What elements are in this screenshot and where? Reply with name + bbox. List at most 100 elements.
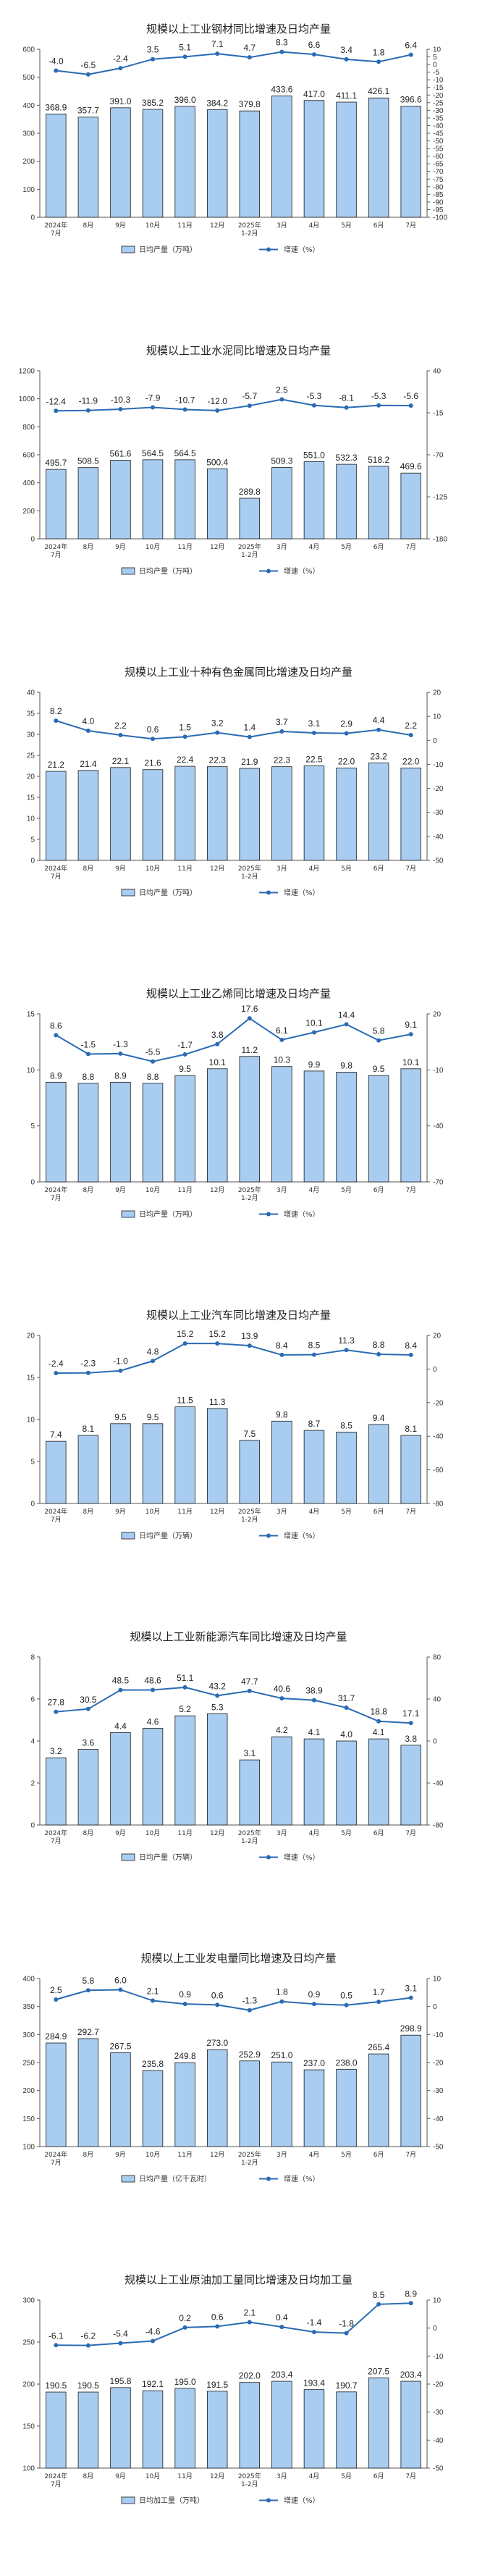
left-axis-label: 0 (30, 857, 35, 865)
right-axis-label: 0 (433, 2003, 437, 2011)
chart-1: 规模以上工业钢材同比增速及日均产量 0 100 200 300 400 500 600 -100… (0, 0, 477, 322)
category-label: 2025年 (238, 2150, 261, 2159)
legend-line-label: 增速（%） (284, 1209, 320, 1219)
line-point (344, 405, 349, 410)
bar-label: 292.7 (77, 2027, 99, 2037)
bar-label: 417.0 (303, 89, 325, 99)
line-label: 8.2 (50, 706, 62, 716)
bar-label: 396.6 (400, 95, 422, 105)
right-axis-label: -80 (433, 1501, 444, 1509)
left-axis-label: 600 (22, 452, 35, 460)
line-label: 14.4 (338, 1010, 355, 1020)
bar-label: 5.2 (179, 1704, 191, 1714)
right-axis-label: -50 (433, 2465, 444, 2473)
bar-label: 4.0 (340, 1729, 353, 1740)
category-label: 9月 (115, 1186, 126, 1194)
bar (174, 106, 195, 218)
bar (206, 2391, 228, 2469)
chart-6: 规模以上工业新能源汽车同比增速及日均产量 0 2 4 6 8 -80 -40 0 40 80 3.2 3… (0, 1608, 477, 1929)
line-point (279, 729, 284, 734)
bar (110, 107, 131, 218)
line-point (151, 56, 156, 62)
category-label: 8月 (83, 1829, 94, 1837)
bar-label: 391.0 (109, 96, 131, 106)
category-label: 7月 (405, 1186, 416, 1194)
right-axis-label: -25 (433, 99, 444, 107)
bar-label: 4.6 (147, 1717, 159, 1727)
chart-title: 规模以上工业乙烯同比增速及日均产量 (146, 987, 331, 1000)
line-label: 6.4 (405, 41, 417, 51)
line-point (54, 1370, 59, 1375)
bar (110, 2387, 131, 2469)
bar-label: 469.6 (400, 461, 422, 471)
right-axis-label: 0 (433, 1738, 437, 1746)
bar (46, 113, 67, 218)
right-axis-label: -20 (433, 92, 444, 100)
growth-line (55, 720, 411, 740)
bar (368, 1075, 389, 1183)
line-point (85, 72, 90, 77)
category-label: 9月 (115, 222, 126, 230)
category-label: 10月 (145, 1186, 160, 1194)
bar (77, 2391, 99, 2469)
line-label: 13.9 (241, 1331, 258, 1341)
line-label: -2.4 (113, 54, 128, 64)
line-label: 27.8 (48, 1698, 65, 1708)
bar (336, 1431, 357, 1504)
bar-label: 207.5 (368, 2366, 389, 2376)
line-point (118, 66, 123, 71)
left-axis-label: 0 (30, 536, 35, 544)
legend-line-label: 增速（%） (284, 1853, 320, 1862)
right-axis-label: -70 (433, 1179, 444, 1187)
bar (303, 100, 325, 218)
right-axis-label: 10 (433, 46, 442, 54)
bar-label: 426.1 (368, 86, 389, 96)
bar (271, 467, 292, 540)
category-label: 11月 (177, 865, 192, 873)
bar (46, 1081, 67, 1183)
bar-label: 3.6 (83, 1738, 95, 1748)
right-axis-label: 20 (433, 689, 442, 697)
bar-label: 22.0 (402, 756, 420, 766)
line-point (215, 408, 220, 413)
line-point (247, 734, 252, 739)
bar (303, 1738, 325, 1826)
line-point (247, 2320, 252, 2325)
left-axis-label: 4 (30, 1738, 35, 1746)
chart-2: 规模以上工业水泥同比增速及日均产量 0 200 400 600 800 1000 1200 -1… (0, 322, 477, 643)
legend-bar-swatch (121, 889, 135, 897)
line-label: 1.8 (276, 1987, 288, 1997)
category-label: 8月 (83, 865, 94, 873)
right-axis-label: -30 (433, 2087, 444, 2095)
line-point (85, 1706, 90, 1711)
left-axis-label: 15 (27, 1375, 35, 1383)
bar-label: 9.5 (147, 1412, 159, 1422)
left-axis-label: 25 (27, 752, 35, 760)
bar-label: 8.9 (50, 1070, 62, 1081)
category-label: 3月 (277, 2472, 287, 2480)
bar-label: 298.9 (400, 2023, 422, 2034)
bar-label: 191.5 (206, 2380, 228, 2390)
line-point (344, 56, 349, 62)
chart-title: 规模以上工业新能源汽车同比增速及日均产量 (130, 1630, 347, 1643)
bar (303, 1070, 325, 1183)
legend-line-label: 增速（%） (284, 2174, 320, 2183)
bar-label: 3.1 (243, 1748, 256, 1758)
category-label: 7月 (405, 2151, 416, 2159)
line-point (182, 1052, 187, 1057)
line-point (311, 1698, 316, 1703)
category-label: 12月 (210, 222, 224, 230)
line-point (311, 1352, 316, 1357)
category-label: 3月 (277, 2151, 287, 2159)
line-label: 1.7 (373, 1987, 385, 1997)
bar (206, 109, 228, 218)
right-axis-label: -20 (433, 2381, 444, 2389)
line-point (118, 1687, 123, 1692)
category-label: 12月 (210, 865, 224, 873)
bar-label: 9.8 (276, 1409, 288, 1419)
category-label: 2024年 (44, 1186, 67, 1194)
bar (77, 770, 99, 861)
line-point (182, 54, 187, 59)
line-label: 3.4 (340, 45, 353, 55)
line-point (311, 731, 316, 736)
